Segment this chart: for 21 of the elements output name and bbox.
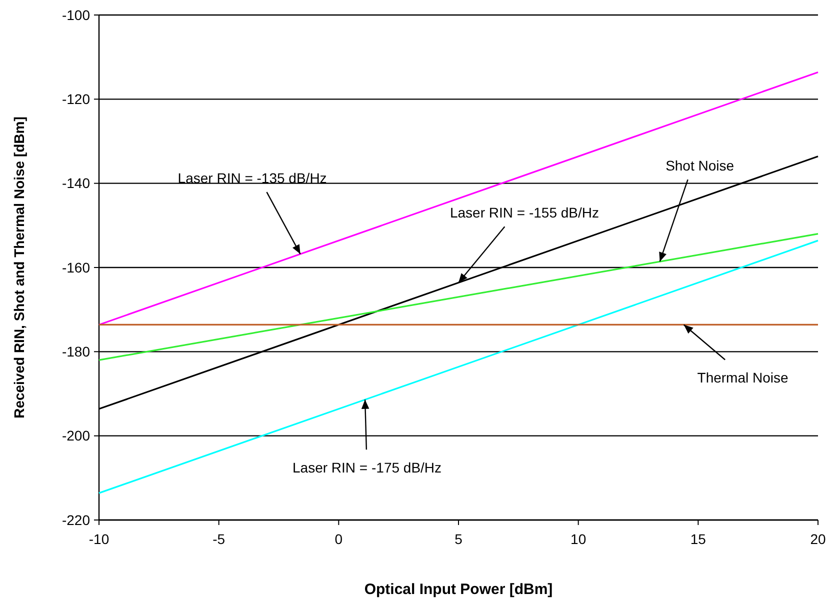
x-tick-label: 0 <box>334 531 343 547</box>
y-tick-label: -180 <box>62 344 90 360</box>
annotation: Laser RIN = -135 dB/Hz <box>178 170 327 186</box>
annotation: Shot Noise <box>666 158 734 174</box>
x-axis-title: Optical Input Power [dBm] <box>364 581 553 598</box>
y-tick-label: -120 <box>62 91 90 108</box>
annotation: Laser RIN = -175 dB/Hz <box>292 460 442 476</box>
annotation: Laser RIN = -155 dB/Hz <box>450 204 600 221</box>
x-tick-label: 20 <box>810 531 826 547</box>
y-tick-label: -160 <box>62 259 90 276</box>
x-tick-label: -10 <box>88 531 110 547</box>
x-tick-label: 5 <box>454 531 463 547</box>
x-tick-label: 10 <box>570 531 586 547</box>
x-tick-label: 15 <box>690 531 706 547</box>
y-tick-label: -100 <box>62 6 90 23</box>
annotation: Thermal Noise <box>697 370 789 386</box>
y-tick-label: -200 <box>62 428 90 444</box>
y-axis-title: Received RIN, Shot and Thermal Noise [dBm] <box>11 116 27 418</box>
x-tick-label: -5 <box>212 531 226 547</box>
y-tick-label: -140 <box>62 175 90 192</box>
y-tick-label: -220 <box>62 512 90 528</box>
